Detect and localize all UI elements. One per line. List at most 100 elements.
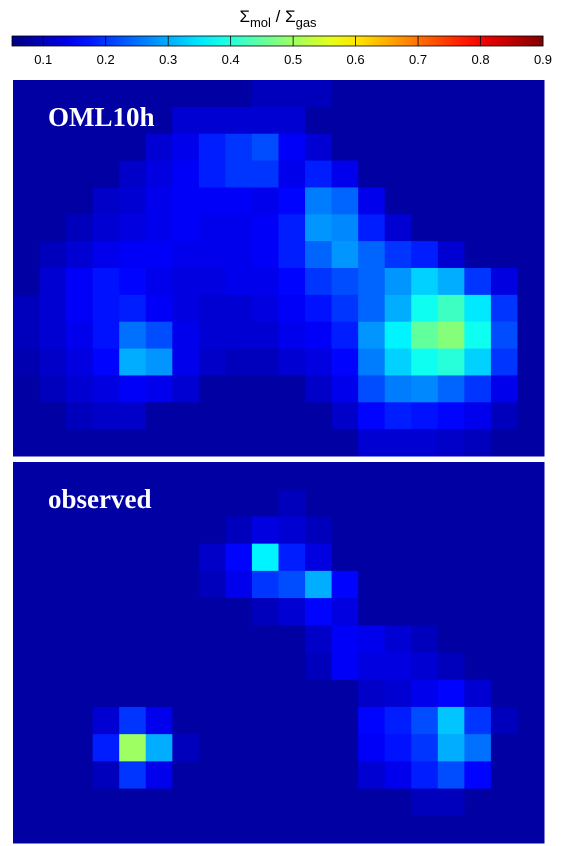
heatmap-cell — [251, 625, 279, 653]
heatmap-cell — [251, 106, 279, 135]
heatmap-cell — [145, 679, 173, 708]
heatmap-cell — [119, 375, 147, 403]
heatmap-cell — [39, 706, 67, 735]
heatmap-cell — [437, 214, 465, 242]
heatmap-cell — [411, 429, 439, 457]
heatmap-cell — [278, 815, 306, 844]
heatmap-cell — [437, 516, 465, 545]
heatmap-cell — [278, 462, 306, 490]
heatmap-cell — [92, 625, 120, 653]
heatmap-cell — [358, 187, 386, 215]
heatmap-cell — [490, 516, 518, 545]
heatmap-cell — [198, 462, 226, 490]
heatmap-cell — [145, 187, 173, 215]
heatmap-cell — [251, 187, 279, 215]
heatmap-cell — [384, 268, 412, 296]
heatmap-cell — [119, 106, 147, 135]
colorbar-tick-label: 0.3 — [159, 52, 177, 67]
heatmap-cell — [251, 543, 279, 572]
heatmap-cell — [490, 625, 518, 653]
heatmap-cell — [92, 462, 120, 490]
heatmap-cell — [145, 761, 173, 790]
heatmap-cell — [437, 268, 465, 296]
heatmap-cell — [172, 598, 200, 626]
heatmap-cell — [172, 652, 200, 681]
heatmap-cell — [517, 706, 545, 735]
heatmap-cell — [66, 133, 94, 162]
heatmap-cell — [92, 652, 120, 681]
heatmap-cell — [66, 489, 94, 517]
heatmap-cell — [331, 679, 359, 708]
heatmap-cell — [411, 294, 439, 323]
heatmap-cell — [464, 598, 492, 626]
heatmap-cell — [305, 348, 333, 376]
heatmap-cell — [39, 268, 67, 296]
heatmap-cell — [411, 268, 439, 296]
heatmap-cell — [119, 214, 147, 242]
heatmap-cell — [331, 106, 359, 135]
heatmap-cell — [225, 815, 253, 844]
heatmap-cell — [66, 788, 94, 817]
heatmap-cell — [225, 375, 253, 403]
heatmap-cell — [39, 106, 67, 135]
heatmap-cell — [411, 788, 439, 817]
heatmap-cell — [464, 106, 492, 135]
heatmap-cell — [384, 489, 412, 517]
heatmap-cell — [517, 402, 545, 430]
heatmap-cell — [411, 679, 439, 708]
heatmap-cell — [119, 187, 147, 215]
heatmap-cell — [384, 429, 412, 457]
heatmap-cell — [198, 543, 226, 572]
heatmap-cell — [66, 625, 94, 653]
heatmap-cell — [225, 80, 253, 108]
heatmap-cell — [145, 133, 173, 162]
heatmap-cell — [464, 268, 492, 296]
heatmap-cell — [251, 294, 279, 323]
heatmap-cell — [490, 241, 518, 269]
heatmap-cell — [490, 543, 518, 572]
heatmap-cell — [384, 348, 412, 376]
heatmap-cell — [39, 462, 67, 490]
heatmap-cell — [145, 815, 173, 844]
heatmap-cell — [92, 321, 120, 350]
heatmap-cell — [278, 214, 306, 242]
heatmap-cell — [39, 241, 67, 269]
heatmap-cell — [251, 321, 279, 350]
heatmap-cell — [490, 598, 518, 626]
heatmap-cell — [66, 734, 94, 762]
heatmap-cell — [517, 462, 545, 490]
heatmap-cell — [13, 241, 41, 269]
heatmap-cell — [331, 570, 359, 599]
heatmap-cell — [305, 489, 333, 517]
heatmap-cell — [490, 294, 518, 323]
heatmap-cell — [66, 268, 94, 296]
heatmap-cell — [437, 625, 465, 653]
heatmap-cell — [358, 489, 386, 517]
heatmap-cell — [384, 462, 412, 490]
heatmap-cell — [278, 375, 306, 403]
heatmap-cell — [39, 80, 67, 108]
heatmap-cell — [358, 598, 386, 626]
heatmap-cell — [66, 706, 94, 735]
colorbar-tick-label: 0.8 — [471, 52, 489, 67]
heatmap-cell — [411, 489, 439, 517]
heatmap-cell — [490, 429, 518, 457]
heatmap-cell — [278, 429, 306, 457]
heatmap-cell — [517, 815, 545, 844]
heatmap-cell — [119, 80, 147, 108]
heatmap-cell — [305, 598, 333, 626]
heatmap-cell — [145, 214, 173, 242]
heatmap-cell — [225, 734, 253, 762]
heatmap-cell — [145, 160, 173, 188]
colorbar-tick-label: 0.4 — [222, 52, 240, 67]
heatmap-cell — [490, 133, 518, 162]
heatmap-cell — [13, 543, 41, 572]
heatmap-cell — [119, 570, 147, 599]
heatmap-cell — [411, 761, 439, 790]
heatmap-cell — [331, 462, 359, 490]
heatmap-cell — [119, 321, 147, 350]
heatmap-cell — [251, 402, 279, 430]
heatmap-cell — [251, 348, 279, 376]
heatmap-cell — [39, 516, 67, 545]
heatmap-cell — [13, 462, 41, 490]
